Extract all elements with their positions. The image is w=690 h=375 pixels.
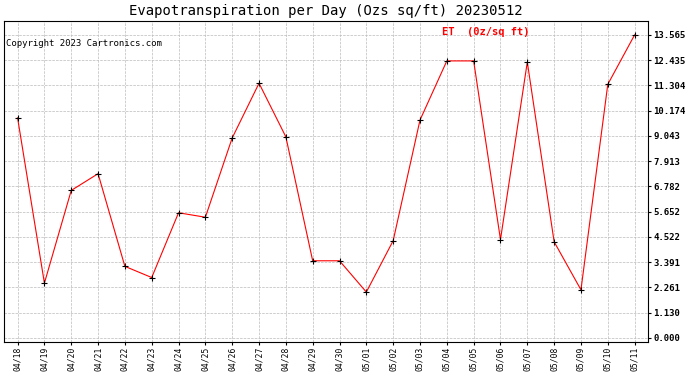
Title: Evapotranspiration per Day (Ozs sq/ft) 20230512: Evapotranspiration per Day (Ozs sq/ft) 2… (129, 4, 523, 18)
Text: Copyright 2023 Cartronics.com: Copyright 2023 Cartronics.com (6, 39, 161, 48)
Text: ET  (0z/sq ft): ET (0z/sq ft) (442, 27, 529, 37)
